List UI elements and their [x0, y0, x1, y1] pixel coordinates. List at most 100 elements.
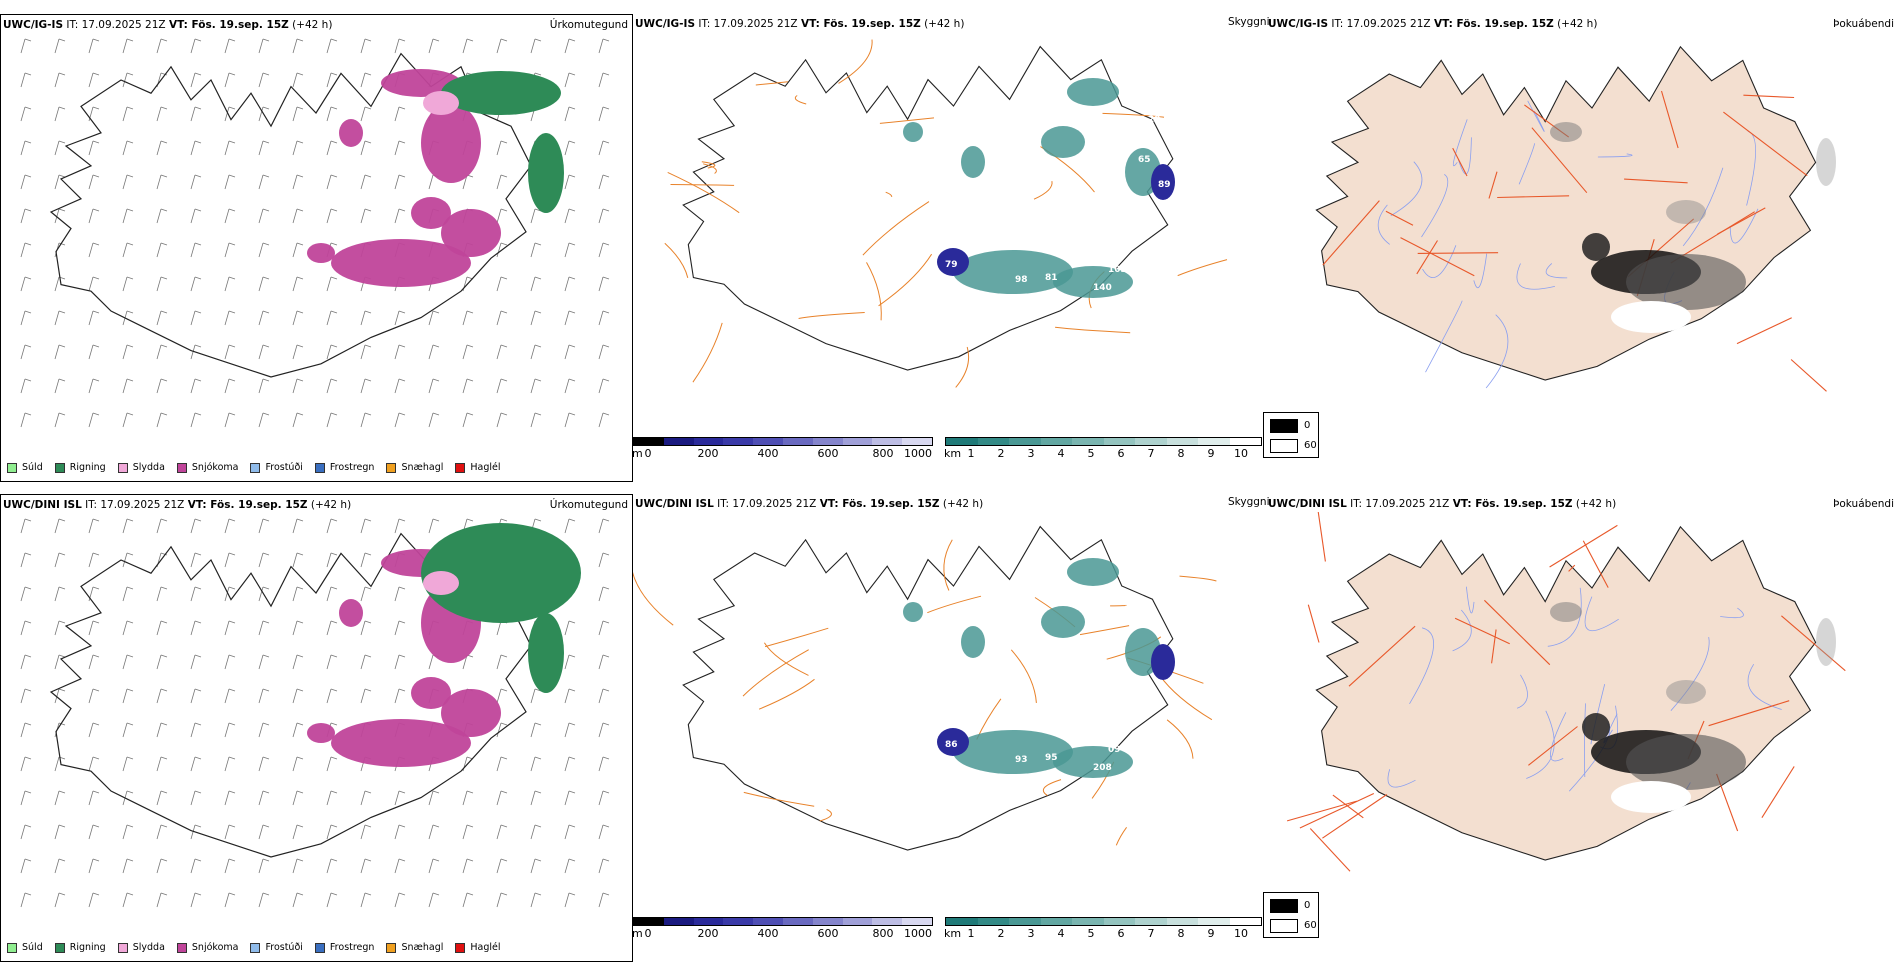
wind-barb — [122, 586, 134, 602]
wind-barb — [156, 688, 168, 704]
wind-barb — [428, 824, 440, 840]
road — [1159, 675, 1213, 721]
wind-barb — [54, 344, 66, 360]
road — [1528, 726, 1578, 766]
legend-swatch — [54, 462, 65, 473]
wind-barb — [326, 208, 338, 224]
wind-barb — [496, 276, 508, 292]
wind-barb — [88, 756, 100, 772]
wind-barb — [190, 858, 202, 874]
river — [1452, 609, 1472, 652]
panel-type-label: Skyggni — [1228, 496, 1270, 508]
snow-area — [331, 239, 471, 287]
wind-barb — [224, 620, 236, 636]
wind-barb — [224, 72, 236, 88]
wind-barb — [598, 344, 610, 360]
wind-barb — [20, 242, 32, 258]
visibility-colorbar: km 1 2 3 4 5 6 7 8 9 10 — [944, 437, 1265, 467]
wind-barb — [292, 790, 304, 806]
wind-barb — [428, 344, 440, 360]
river — [1550, 712, 1567, 762]
wind-barb — [54, 72, 66, 88]
sleet-area — [423, 91, 459, 115]
wind-barb — [326, 892, 338, 908]
wind-barb — [292, 756, 304, 772]
wind-barb — [190, 276, 202, 292]
wind-barb — [20, 518, 32, 534]
wind-barb — [20, 72, 32, 88]
panel-title: UWC/DINI ISL IT: 17.09.2025 21Z VT: Fös.… — [635, 498, 984, 510]
wind-barb — [496, 790, 508, 806]
fog-area — [1626, 734, 1746, 790]
wind-barb — [292, 38, 304, 54]
legend-swatch — [314, 462, 325, 473]
low-visibility-area — [903, 602, 923, 622]
wind-barb — [258, 276, 270, 292]
wind-barb — [258, 518, 270, 534]
wind-barb — [20, 654, 32, 670]
river — [1682, 167, 1724, 247]
panel-type-label: Úrkomutegund — [549, 19, 628, 31]
legend-swatch — [314, 942, 325, 953]
wind-barb — [156, 344, 168, 360]
road — [742, 649, 809, 697]
road — [743, 791, 815, 807]
wind-barb — [496, 140, 508, 156]
wind-barb — [190, 412, 202, 428]
wind-barb — [292, 106, 304, 122]
road — [764, 627, 829, 648]
road — [1549, 524, 1618, 568]
wind-barb — [190, 586, 202, 602]
wind-barb — [394, 208, 406, 224]
wind-barb — [292, 620, 304, 636]
wind-barb — [326, 174, 338, 190]
road — [1115, 827, 1128, 846]
river — [1409, 627, 1435, 705]
wind-barb — [564, 722, 576, 738]
wind-barb — [156, 892, 168, 908]
wind-barb — [20, 790, 32, 806]
wind-barb — [360, 174, 372, 190]
low-cloud-area — [1151, 164, 1175, 200]
wind-barb — [20, 412, 32, 428]
wind-barb — [54, 106, 66, 122]
wind-barb — [88, 824, 100, 840]
precip-panel-row2: UWC/DINI ISL IT: 17.09.2025 21Z VT: Fös.… — [0, 494, 633, 962]
wind-barb — [156, 790, 168, 806]
panel-type-label: Skyggni — [1228, 16, 1270, 28]
river — [1377, 204, 1390, 245]
road — [798, 312, 865, 319]
wind-barb — [122, 688, 134, 704]
fog-area — [1816, 138, 1836, 186]
wind-barb — [54, 654, 66, 670]
fog-legend-swatch — [1270, 419, 1298, 433]
wind-barb — [258, 242, 270, 258]
fog-legend-label: 60 — [1304, 440, 1317, 451]
wind-barb — [88, 242, 100, 258]
cloud-base-colorbar: m 0 200 400 600 800 1000 — [632, 437, 943, 467]
cloud-base-colorbar: m 0 200 400 600 800 1000 — [632, 917, 943, 947]
road — [670, 184, 735, 186]
wind-barb — [530, 722, 542, 738]
fog-legend-swatch — [1270, 899, 1298, 913]
wind-barb — [54, 892, 66, 908]
wind-barb — [360, 208, 372, 224]
river — [1452, 119, 1468, 167]
cloud-base-label: 81 — [1045, 273, 1058, 283]
cloud-base-label: 208 — [1093, 763, 1112, 773]
wind-barb — [598, 688, 610, 704]
wind-barb — [190, 208, 202, 224]
low-visibility-area — [1067, 78, 1119, 106]
road — [1400, 237, 1475, 277]
wind-barb — [394, 344, 406, 360]
road — [838, 39, 873, 84]
wind-barb — [190, 620, 202, 636]
wind-barb — [122, 378, 134, 394]
wind-barb — [496, 654, 508, 670]
legend-item-frostudi: Frostúði — [250, 462, 303, 473]
wind-barb — [326, 38, 338, 54]
wind-barb — [360, 106, 372, 122]
river — [1597, 153, 1633, 158]
wind-barb — [496, 722, 508, 738]
wind-barb — [258, 790, 270, 806]
